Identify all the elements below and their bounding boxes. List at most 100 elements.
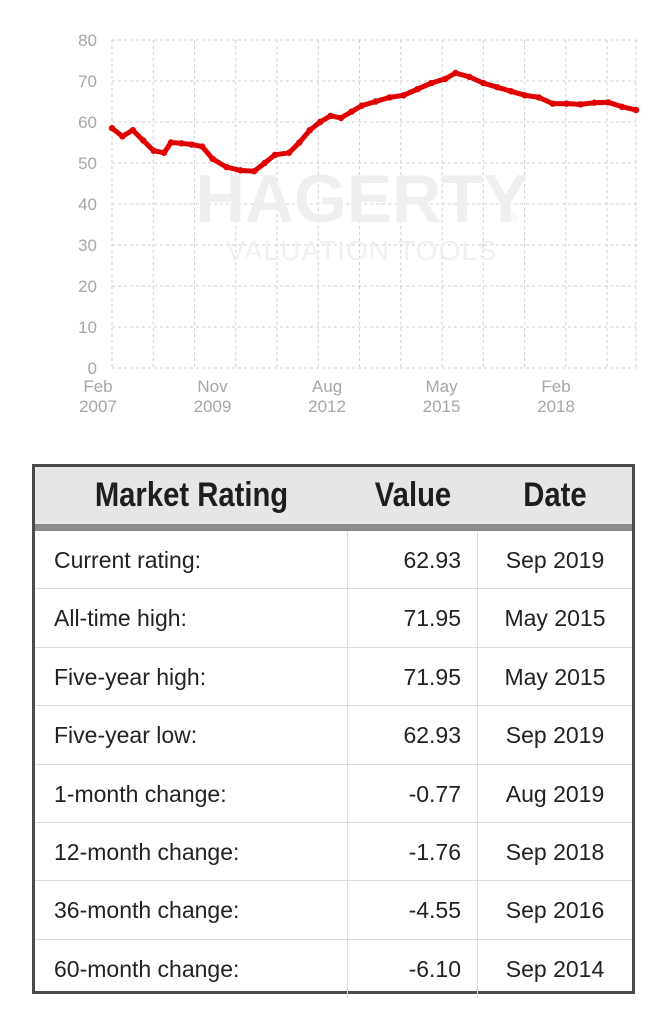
row-label: Five-year high:: [35, 647, 348, 706]
data-point: [285, 149, 293, 156]
row-date: May 2015: [504, 663, 606, 690]
data-point: [199, 143, 206, 150]
data-point: [358, 102, 366, 109]
x-tick-year: 2015: [423, 397, 461, 416]
data-point: [150, 147, 157, 154]
table-row: 60-month change: -6.10 Sep 2014: [35, 939, 632, 999]
data-point: [591, 99, 598, 106]
data-point: [521, 92, 529, 99]
data-point: [507, 88, 515, 95]
x-tick-year: 2018: [537, 397, 575, 416]
x-tick-month: May: [425, 377, 458, 396]
data-point: [167, 139, 175, 146]
data-point: [563, 100, 570, 107]
data-point: [188, 141, 196, 148]
data-point: [223, 163, 230, 171]
watermark-brand: HAGERTY: [196, 161, 528, 237]
data-point: [271, 151, 279, 158]
data-point: [441, 75, 449, 83]
y-tick-label: 70: [78, 72, 97, 91]
row-label: Five-year low:: [35, 706, 348, 764]
y-tick-label: 20: [78, 277, 97, 296]
row-value: 71.95: [348, 647, 478, 706]
table-row: All-time high: 71.95 May 2015: [35, 589, 632, 648]
header-date: Date: [523, 476, 587, 514]
x-tick-month: Feb: [541, 377, 570, 396]
x-tick-month: Feb: [83, 377, 112, 396]
row-date: Sep 2019: [505, 722, 605, 749]
table-row: 36-month change: -4.55 Sep 2016: [35, 881, 632, 940]
data-point: [178, 140, 185, 147]
data-point: [327, 112, 334, 120]
row-date: Sep 2018: [505, 838, 605, 865]
data-point: [428, 79, 435, 87]
table-row: Five-year high: 71.95 May 2015: [35, 647, 632, 707]
y-tick-label: 60: [78, 113, 97, 132]
y-tick-label: 0: [88, 359, 97, 378]
row-value: -4.55: [348, 881, 478, 939]
y-tick-label: 40: [78, 195, 97, 214]
data-point: [317, 118, 324, 126]
data-point: [251, 168, 258, 175]
data-point: [306, 127, 314, 134]
chart-grid: [111, 39, 637, 369]
x-tick-month: Aug: [312, 377, 342, 396]
watermark-subtitle: VALUATION TOOLS: [226, 235, 497, 266]
row-label: Current rating:: [35, 531, 348, 589]
table-row: 1-month change: -0.77 Aug 2019: [35, 764, 632, 823]
data-point: [577, 101, 584, 108]
row-label: All-time high:: [35, 589, 348, 647]
row-date: Aug 2019: [505, 780, 605, 807]
data-point: [337, 114, 345, 122]
row-date: May 2015: [504, 605, 606, 632]
row-value: -1.76: [348, 822, 478, 881]
data-point: [414, 86, 421, 93]
data-point: [372, 98, 379, 105]
market-rating-line-chart: HAGERTY ® VALUATION TOOLS 0 10 20 30 40 50 60 7…: [78, 31, 640, 416]
data-point: [535, 94, 543, 101]
data-point: [119, 133, 126, 140]
row-label: 12-month change:: [35, 822, 348, 881]
market-rating-table: Market Rating Value Date Current rating:…: [32, 464, 635, 999]
data-point: [237, 167, 244, 174]
data-point: [140, 137, 147, 144]
y-tick-label: 10: [78, 318, 97, 337]
data-point: [209, 155, 216, 163]
row-label: 1-month change:: [35, 764, 348, 822]
table-row: Current rating: 62.93 Sep 2019: [35, 531, 632, 590]
y-tick-label: 30: [78, 236, 97, 255]
table-header: Market Rating Value Date: [35, 467, 632, 531]
y-tick-label: 80: [78, 31, 97, 50]
data-point: [261, 159, 268, 167]
data-point: [493, 83, 501, 91]
watermark-registered-mark: ®: [508, 209, 519, 225]
row-value: 71.95: [348, 589, 478, 647]
data-point: [400, 92, 407, 99]
table-row: 12-month change: -1.76 Sep 2018: [35, 822, 632, 882]
row-value: 62.93: [348, 531, 478, 589]
row-date: Sep 2019: [505, 547, 605, 573]
header-value: Value: [374, 476, 452, 514]
table-row: Five-year low: 62.93 Sep 2019: [35, 706, 632, 765]
data-point: [480, 79, 487, 87]
data-point: [549, 100, 556, 107]
row-date: Sep 2014: [505, 955, 605, 982]
y-axis-ticks: 0 10 20 30 40 50 60 70 80: [78, 31, 97, 378]
data-point: [348, 108, 355, 115]
data-point: [605, 99, 612, 106]
row-value: -6.10: [348, 939, 478, 999]
row-date: Sep 2016: [505, 897, 605, 924]
x-tick-year: 2012: [308, 397, 346, 416]
watermark: HAGERTY ® VALUATION TOOLS: [196, 161, 528, 266]
data-point: [108, 124, 116, 132]
data-point: [632, 106, 640, 114]
row-value: -0.77: [348, 764, 478, 822]
data-point: [129, 127, 137, 134]
row-label: 36-month change:: [35, 881, 348, 939]
y-tick-label: 50: [78, 154, 97, 173]
header-market-rating: Market Rating: [94, 476, 289, 514]
series-layer: [108, 69, 640, 175]
data-point: [160, 149, 168, 156]
x-tick-month: Nov: [197, 377, 228, 396]
